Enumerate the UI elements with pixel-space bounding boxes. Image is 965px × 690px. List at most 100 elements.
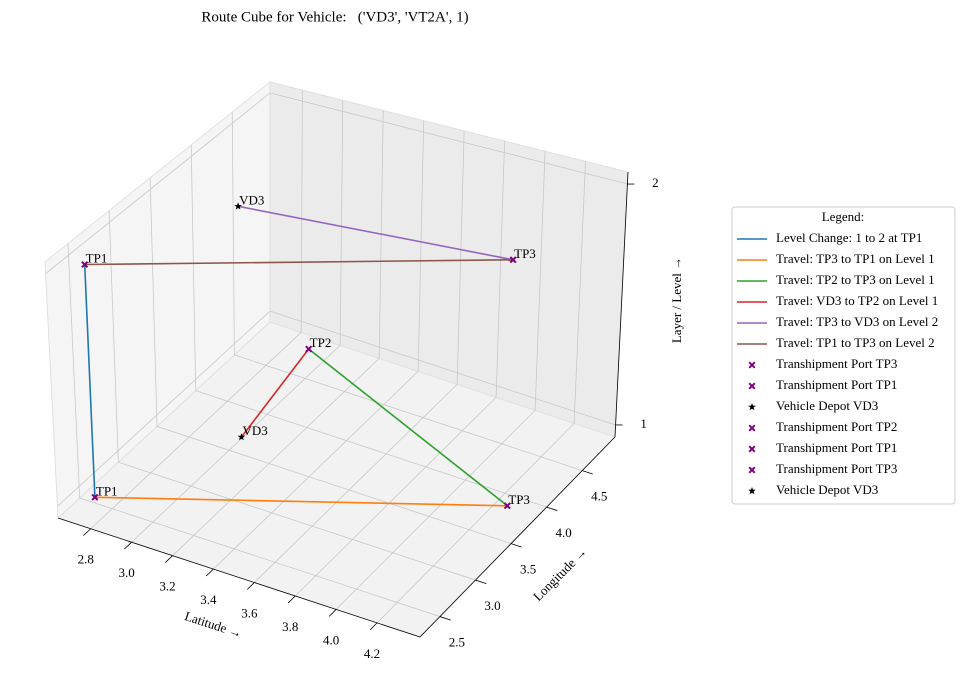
- point-label: TP1: [86, 250, 108, 265]
- legend-marker: [748, 487, 756, 495]
- legend-marker: [748, 466, 756, 474]
- tick-mark: [439, 616, 451, 621]
- grid-line: [234, 354, 583, 471]
- point-label: TP3: [514, 246, 536, 261]
- x-axis-line: [57, 517, 421, 638]
- grid-line: [495, 140, 506, 398]
- legend-label: Transhipment Port TP2: [776, 419, 897, 434]
- point-marker: [237, 433, 246, 441]
- y-tick-label: 4.5: [591, 489, 607, 504]
- grid-line: [195, 390, 547, 508]
- grid-line: [417, 120, 425, 372]
- grid-line: [118, 461, 476, 581]
- y-tick-label: 2.5: [449, 635, 465, 650]
- x-axis-label: Latitude →: [183, 608, 244, 641]
- tick-mark: [205, 568, 214, 577]
- route-line: [237, 205, 514, 261]
- legend-label: Travel: TP3 to TP1 on Level 1: [776, 251, 935, 266]
- legend-label: Transhipment Port TP3: [776, 356, 897, 371]
- legend-marker: [748, 403, 756, 411]
- legend-label: Transhipment Port TP1: [776, 377, 897, 392]
- grid-line: [269, 92, 628, 185]
- x-tick-label: 3.0: [119, 565, 135, 580]
- tick-mark: [83, 528, 91, 536]
- point-marker: [305, 345, 313, 353]
- point-label: TP1: [96, 483, 118, 498]
- plot-area: TP3 TP1 VD3 TP2 TP1 TP3 VD3: [81, 192, 536, 510]
- x-tick-label: 3.2: [159, 579, 175, 594]
- tick-mark: [165, 555, 173, 563]
- x-tick-label: 3.8: [282, 619, 298, 634]
- legend-label: Travel: TP3 to VD3 on Level 2: [776, 314, 938, 329]
- route-line: [94, 496, 508, 507]
- legend-marker: [748, 361, 756, 369]
- grid-line: [339, 100, 344, 346]
- tick-mark: [510, 543, 522, 548]
- x-tick-label: 3.6: [241, 606, 258, 621]
- grid-line: [456, 130, 465, 385]
- point-marker: [509, 256, 517, 264]
- point-marker: [503, 502, 511, 510]
- tick-mark: [124, 541, 132, 550]
- point-label: VD3: [242, 423, 267, 438]
- legend-box: [731, 206, 956, 505]
- grid-line: [45, 92, 271, 274]
- grid-line: [156, 426, 512, 544]
- legend-marker: [748, 445, 756, 453]
- grid-line: [57, 310, 271, 507]
- tick-mark: [328, 609, 337, 617]
- y-axis-label: Longitude →: [530, 544, 590, 604]
- y-axis-line: [419, 436, 616, 638]
- legend-label: Transhipment Port TP1: [776, 440, 897, 455]
- legend-label: Transhipment Port TP3: [776, 461, 897, 476]
- legend-title: Legend:: [822, 209, 865, 224]
- point-marker: [81, 261, 89, 268]
- grid-line: [79, 497, 441, 617]
- tick-mark: [582, 470, 593, 475]
- tick-mark: [369, 622, 378, 631]
- grid-line: [108, 210, 119, 463]
- point-marker: [91, 493, 99, 501]
- tick-mark: [546, 506, 558, 511]
- x-tick-label: 4.2: [364, 646, 380, 661]
- z-axis-line: [614, 171, 629, 438]
- point-label: TP2: [310, 335, 332, 350]
- point-label: VD3: [239, 192, 264, 207]
- route-line: [240, 348, 310, 438]
- z-tick-label: 2: [652, 175, 659, 190]
- x-tick-label: 4.0: [323, 632, 339, 647]
- y-tick-label: 4.0: [556, 525, 572, 540]
- tick-mark: [246, 582, 255, 590]
- x-tick-label: 2.8: [78, 552, 94, 567]
- y-tick-label: 3.5: [520, 562, 536, 577]
- legend: Legend: Level Change: 1 to 2 at TP1 Trave…: [731, 206, 956, 505]
- grid-line: [149, 177, 158, 427]
- legend-label: Level Change: 1 to 2 at TP1: [776, 230, 922, 245]
- route-line: [83, 264, 96, 498]
- legend-label: Vehicle Depot VD3: [776, 398, 878, 413]
- z-axis-label: Layer / Level →: [669, 257, 684, 343]
- side-pane: [44, 80, 271, 520]
- legend-label: Travel: VD3 to TP2 on Level 1: [776, 293, 938, 308]
- grid-line: [534, 151, 546, 411]
- z-tick-label: 1: [640, 416, 647, 431]
- tick-mark: [287, 595, 296, 604]
- route-line: [308, 348, 508, 507]
- route-line: [84, 259, 514, 266]
- y-tick-label: 3.0: [484, 598, 500, 613]
- grid-line: [300, 90, 303, 333]
- grid-line: [269, 310, 616, 426]
- legend-label: Vehicle Depot VD3: [776, 482, 878, 497]
- legend-label: Travel: TP1 to TP3 on Level 2: [776, 335, 935, 350]
- legend-marker: [748, 424, 756, 432]
- point-marker: [234, 202, 242, 210]
- point-label: TP3: [508, 492, 530, 507]
- legend-marker: [748, 382, 756, 390]
- grid-line: [573, 161, 586, 424]
- chart-title: Route Cube for Vehicle: ('VD3', 'VT2A', …: [201, 9, 468, 25]
- x-tick-label: 3.4: [200, 592, 217, 607]
- panes: [44, 80, 629, 638]
- legend-label: Travel: TP2 to TP3 on Level 1: [776, 272, 935, 287]
- grid: 2.8 3.0 3.2 3.4 3.6 3.8 4.0 4.2 2.5 3.0 3.5 4.0 4.5 1…: [45, 90, 659, 661]
